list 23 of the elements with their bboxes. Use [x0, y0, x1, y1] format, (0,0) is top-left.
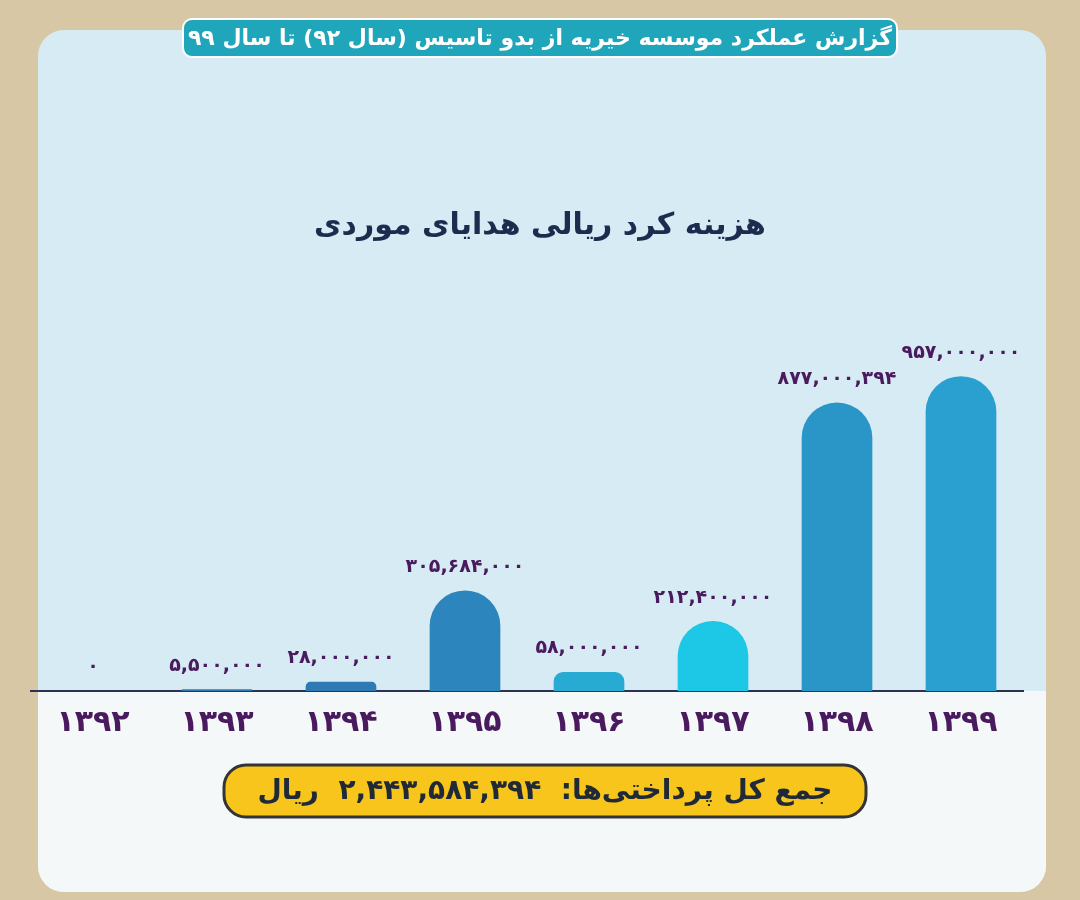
- data-label: ۵۸,۰۰۰,۰۰۰: [535, 635, 643, 658]
- chart-title: گزارش عملکرد موسسه خیریه از بدو تاسیس (سال ۹۲) تا سال ۹۹: [187, 23, 893, 51]
- bar: [305, 681, 377, 691]
- text: جمع کل پرداختی‌ها: ۲,۴۴۳,۵۸۴,۳۹۴ ریال: [257, 773, 833, 807]
- x-tick-label: ۱۳۹۷: [676, 702, 750, 738]
- data-label: ۰: [87, 654, 99, 677]
- x-tick-label: ۱۳۹۳: [180, 702, 254, 738]
- data-label: ۸۷۷,۰۰۰,۳۹۴: [777, 365, 897, 388]
- x-tick-label: ۱۳۹۸: [800, 702, 874, 738]
- data-label: ۲۱۲,۴۰۰,۰۰۰: [653, 584, 773, 607]
- data-label: ۹۵۷,۰۰۰,۰۰۰: [901, 339, 1021, 362]
- bar: [925, 376, 997, 691]
- x-tick-label: ۱۳۹۵: [428, 702, 502, 738]
- x-tick-label: ۱۳۹۶: [552, 702, 626, 738]
- x-tick-label: ۱۳۹۴: [304, 702, 378, 738]
- data-label: ۳۰۵,۶۸۴,۰۰۰: [405, 553, 525, 576]
- bar: [801, 402, 873, 691]
- data-label: ۵,۵۰۰,۰۰۰: [169, 652, 265, 675]
- x-tick-label: ۱۳۹۲: [56, 702, 130, 738]
- chart-subtitle: هزینه کرد ریالی هدایای موردی: [314, 205, 766, 241]
- x-tick-label: ۱۳۹۹: [924, 702, 998, 738]
- bar: [553, 671, 625, 691]
- data-label: ۲۸,۰۰۰,۰۰۰: [287, 645, 395, 668]
